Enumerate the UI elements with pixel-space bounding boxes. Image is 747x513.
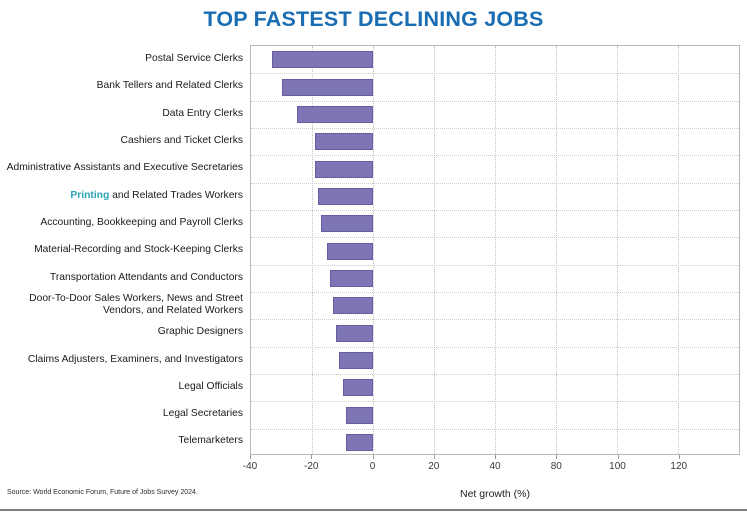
bar-door-to-door-sales-workers-news-and-street-vendors-and-related-workers <box>333 297 373 315</box>
bottom-divider <box>0 509 747 511</box>
x-tick-mark <box>250 455 251 459</box>
x-tick-label: 0 <box>369 461 376 472</box>
category-label: Telemarketers <box>178 435 243 447</box>
category-label: Door-To-Door Sales Workers, News and Str… <box>29 293 243 316</box>
category-label: Legal Officials <box>178 380 244 392</box>
highlighted-word: Printing <box>70 189 110 201</box>
source-note: Source: World Economic Forum, Future of … <box>7 489 198 496</box>
x-tick-label: 100 <box>609 461 626 472</box>
x-tick-mark <box>556 455 558 459</box>
horizontal-gridline <box>251 292 739 293</box>
bar-transportation-attendants-and-conductors <box>330 269 373 287</box>
category-label: Cashiers and Ticket Clerks <box>120 134 243 146</box>
x-tick-label: -20 <box>304 461 319 472</box>
category-labels-column: Postal Service Clerks Bank Tellers and Re… <box>0 45 243 455</box>
bar-bank-tellers-and-related-clerks <box>281 78 373 96</box>
vertical-gridline <box>312 46 313 454</box>
category-label: Printing and Related Trades Workers <box>70 189 243 201</box>
bar-accounting-bookkeeping-and-payroll-clerks <box>321 215 373 233</box>
bar-claims-adjusters-examiners-and-investigators <box>339 351 373 369</box>
horizontal-gridline <box>251 319 739 321</box>
category-label: Postal Service Clerks <box>145 52 243 64</box>
vertical-gridline <box>495 46 496 454</box>
x-tick-mark <box>372 455 374 459</box>
horizontal-gridline <box>251 374 739 375</box>
chart-title: TOP FASTEST DECLINING JOBS <box>203 7 544 31</box>
x-tick-label: -40 <box>242 461 258 472</box>
x-tick-mark <box>617 455 619 459</box>
category-label: Legal Secretaries <box>162 408 243 420</box>
category-label: Administrative Assistants and Executive … <box>6 162 243 174</box>
horizontal-gridline <box>251 346 739 348</box>
horizontal-gridline <box>251 401 739 403</box>
x-tick-mark <box>495 455 496 459</box>
category-label: Material-Recording and Stock-Keeping Cle… <box>34 244 243 256</box>
x-tick-mark <box>433 455 435 459</box>
bar-data-entry-clerks <box>296 105 373 123</box>
horizontal-gridline <box>251 264 739 266</box>
horizontal-gridline <box>251 182 739 184</box>
x-tick-mark <box>311 455 313 459</box>
vertical-gridline <box>373 46 374 454</box>
horizontal-gridline <box>251 237 739 239</box>
category-label: Bank Tellers and Related Clerks <box>96 80 243 92</box>
bar-legal-secretaries <box>345 406 373 424</box>
category-label: Claims Adjusters, Examiners, and Investi… <box>27 353 243 365</box>
horizontal-gridline <box>251 210 739 211</box>
vertical-gridline <box>434 46 435 454</box>
plot-area <box>250 45 740 455</box>
bar-telemarketers <box>345 433 373 451</box>
bar-material-recording-and-stock-keeping-clerks <box>327 242 373 260</box>
bar-legal-officials <box>342 379 373 397</box>
x-tick-label: 20 <box>428 461 440 472</box>
category-label: Graphic Designers <box>157 326 243 338</box>
category-label: Transportation Attendants and Conductors <box>49 271 243 283</box>
category-label: Data Entry Clerks <box>162 107 243 119</box>
x-axis-title: Net growth (%) <box>459 488 531 500</box>
bar-administrative-assistants-and-executive-secretaries <box>315 160 373 178</box>
horizontal-gridline <box>251 73 739 75</box>
category-label: Accounting, Bookkeeping and Payroll Cler… <box>40 216 243 228</box>
vertical-gridline <box>617 46 618 454</box>
vertical-gridline <box>678 46 679 454</box>
bar-printing-and-related-trades-workers <box>318 187 373 205</box>
horizontal-gridline <box>251 128 739 129</box>
horizontal-gridline <box>251 100 739 102</box>
bar-cashiers-and-ticket-clerks <box>315 133 373 151</box>
horizontal-gridline <box>251 428 739 430</box>
horizontal-gridline <box>251 155 739 157</box>
x-tick-label: 40 <box>489 461 501 472</box>
bar-postal-service-clerks <box>272 51 373 69</box>
bar-graphic-designers <box>336 324 373 342</box>
x-tick-label: 120 <box>670 461 688 472</box>
vertical-gridline <box>556 46 557 454</box>
x-tick-mark <box>678 455 680 459</box>
x-tick-label: 80 <box>550 461 562 472</box>
